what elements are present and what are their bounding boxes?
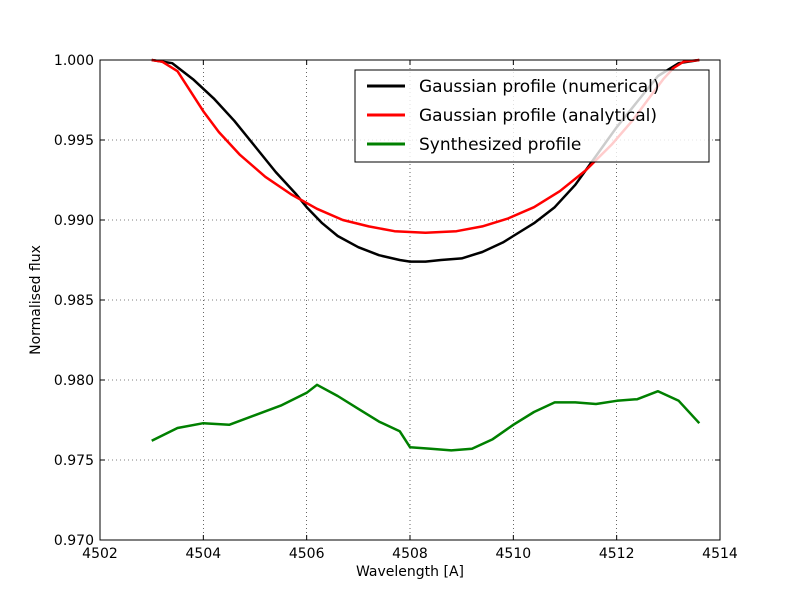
y-tick-label: 0.975 — [54, 453, 94, 469]
x-tick-label: 4508 — [392, 546, 428, 562]
x-tick-labels: 4502 4504 4506 4508 4510 4512 4514 — [82, 546, 738, 562]
x-tick-label: 4510 — [496, 546, 532, 562]
y-tick-label: 1.000 — [54, 53, 94, 69]
x-tick-label: 4512 — [599, 546, 635, 562]
x-axis-label: Wavelength [A] — [356, 564, 464, 580]
legend-label-synthesized: Synthesized profile — [419, 135, 581, 155]
y-tick-label: 0.995 — [54, 133, 94, 149]
synthesized-profile-line — [151, 383, 701, 452]
legend-label-numerical: Gaussian profile (numerical) — [419, 77, 660, 97]
legend-label-analytical: Gaussian profile (analytical) — [419, 106, 657, 126]
y-tick-label: 0.990 — [54, 213, 94, 229]
y-tick-label: 0.970 — [54, 533, 94, 549]
ticks — [99, 59, 721, 541]
legend: Gaussian profile (numerical) Gaussian pr… — [354, 69, 710, 163]
y-tick-label: 0.980 — [54, 373, 94, 389]
x-tick-label: 4502 — [82, 546, 118, 562]
y-tick-labels: 0.970 0.975 0.980 0.985 0.990 0.995 1.000 — [54, 53, 94, 549]
y-axis-label: Normalised flux — [28, 245, 44, 355]
legend-box — [354, 69, 710, 163]
x-tick-label: 4504 — [186, 546, 222, 562]
x-tick-label: 4506 — [289, 546, 325, 562]
y-tick-label: 0.985 — [54, 293, 94, 309]
x-tick-label: 4514 — [702, 546, 738, 562]
